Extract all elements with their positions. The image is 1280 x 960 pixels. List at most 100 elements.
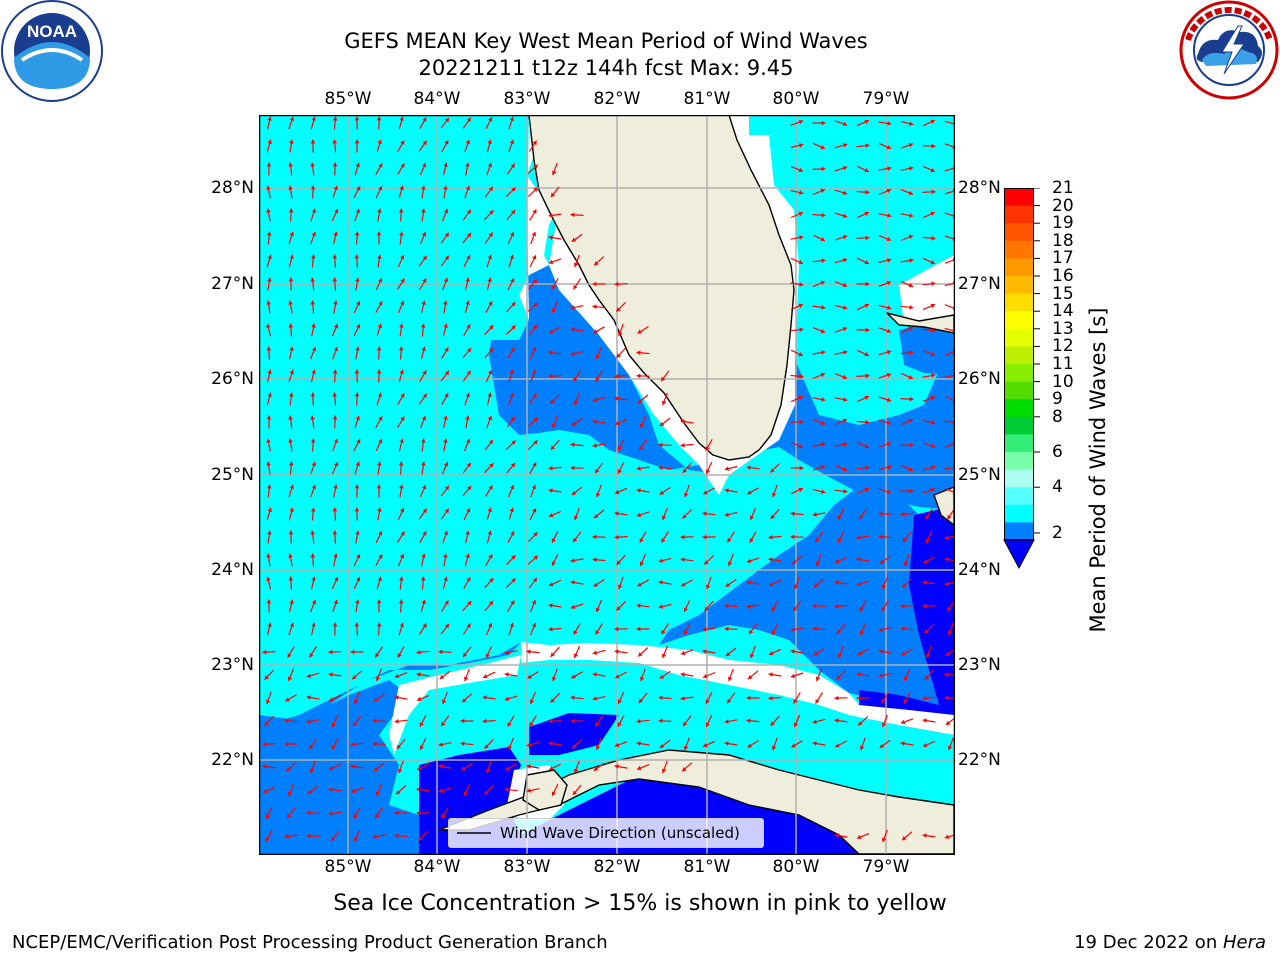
wind-wave-arrowhead <box>614 281 619 287</box>
wind-wave-arrowhead <box>421 485 427 490</box>
wind-wave-arrowhead <box>820 464 826 470</box>
wind-wave-arrowhead <box>661 653 667 658</box>
wind-wave-arrowhead <box>289 254 294 260</box>
wind-wave-arrowhead <box>746 558 752 564</box>
wind-wave-arrowhead <box>378 531 383 536</box>
lat-label: 24°N <box>958 560 1001 580</box>
wind-wave-arrowhead <box>266 300 271 305</box>
wind-wave-arrowhead <box>595 492 601 498</box>
wind-wave-arrowhead <box>378 439 383 444</box>
wind-wave-arrowhead <box>465 438 471 444</box>
wind-wave-arrowhead <box>372 741 377 747</box>
wind-wave-arrowhead <box>925 538 930 543</box>
wind-wave-arrowhead <box>768 672 773 677</box>
wind-wave-arrowhead <box>466 370 471 376</box>
wind-wave-arrowhead <box>727 698 732 704</box>
wind-wave-arrowhead <box>931 189 936 195</box>
wind-wave-arrowhead <box>952 349 954 354</box>
wind-wave-arrowhead <box>944 581 949 586</box>
wind-wave-arrowhead <box>376 369 382 374</box>
wind-wave-arrowhead <box>859 514 864 520</box>
wind-wave-arrowhead <box>705 699 710 704</box>
wind-wave-arrow <box>944 120 954 125</box>
wind-wave-arrowhead <box>682 767 687 772</box>
wind-wave-arrowhead <box>289 392 294 397</box>
wind-wave-arrowhead <box>548 603 553 608</box>
wind-wave-arrowhead <box>909 442 914 448</box>
wind-wave-arrowhead <box>487 530 492 536</box>
wind-wave-arrowhead <box>799 143 804 148</box>
wind-wave-arrowhead <box>865 189 870 195</box>
wind-wave-arrowhead <box>886 441 892 447</box>
wind-wave-arrowhead <box>727 676 733 682</box>
wind-wave-arrowhead <box>332 530 338 535</box>
colorbar-tick-label: 18 <box>1052 230 1074 251</box>
wind-wave-arrowhead <box>746 604 751 609</box>
lat-label: 23°N <box>958 655 1001 675</box>
wind-wave-arrowhead <box>356 186 361 191</box>
wind-wave-arrow <box>944 487 954 493</box>
wind-wave-arrowhead <box>550 399 555 404</box>
wind-wave-arrowhead <box>790 673 796 678</box>
wind-wave-arrowhead <box>422 393 427 399</box>
date-label: 19 Dec 2022 on <box>1074 932 1223 953</box>
wind-wave-arrowhead <box>531 484 537 490</box>
wind-wave-arrowhead <box>350 742 355 747</box>
wind-wave-arrowhead <box>548 235 553 240</box>
wind-wave-arrow <box>944 304 954 309</box>
wind-wave-arrowhead <box>842 190 848 195</box>
lon-label: 79°W <box>862 857 910 877</box>
wind-wave-arrowhead <box>531 622 537 628</box>
wind-wave-arrowhead <box>864 303 869 308</box>
wind-wave-arrowhead <box>504 787 509 792</box>
colorbar-tick-label: 8 <box>1052 406 1063 427</box>
wind-wave-arrowhead <box>724 719 729 724</box>
lat-label: 25°N <box>958 465 1001 485</box>
wind-wave-arrowhead <box>399 484 404 489</box>
wind-wave-arrowhead <box>443 162 448 167</box>
wind-wave-arrowhead <box>749 629 754 635</box>
wind-wave-arrowhead <box>533 532 538 537</box>
wind-wave-arrowhead <box>532 508 537 513</box>
wind-wave-arrowhead <box>843 305 848 310</box>
wind-wave-arrowhead <box>309 653 314 658</box>
colorbar-segment <box>1004 504 1034 523</box>
wind-wave-arrowhead <box>747 490 752 495</box>
wind-wave-arrowhead <box>842 121 848 127</box>
wind-wave-arrowhead <box>798 352 803 357</box>
wind-wave-arrowhead <box>886 188 891 194</box>
wind-wave-arrowhead <box>548 213 553 218</box>
wind-wave-arrowhead <box>922 603 927 609</box>
wind-wave-arrowhead <box>288 576 294 581</box>
wind-wave-arrowhead <box>881 698 886 704</box>
wind-wave-arrowhead <box>485 653 490 658</box>
wind-wave-arrowhead <box>532 324 537 330</box>
wind-wave-arrowhead <box>289 231 294 237</box>
wind-wave-arrowhead <box>549 512 554 518</box>
wind-wave-arrowhead <box>724 466 729 471</box>
colorbar-tick-label: 21 <box>1052 178 1074 198</box>
wind-wave-arrowhead <box>842 466 847 472</box>
wind-wave-arrowhead <box>375 652 380 658</box>
wind-wave-arrowhead <box>944 557 949 562</box>
wind-wave-arrowhead <box>820 188 825 193</box>
wind-wave-arrowhead <box>378 554 383 559</box>
wind-wave-arrowhead <box>460 718 465 724</box>
wind-wave-arrowhead <box>310 553 316 558</box>
wind-wave-arrowhead <box>573 630 578 635</box>
wind-wave-arrowhead <box>461 766 466 771</box>
wind-wave-arrowhead <box>489 210 494 215</box>
wind-wave-arrowhead <box>617 584 623 590</box>
wind-wave-arrowhead <box>355 346 360 351</box>
wind-wave-arrowhead <box>310 185 316 190</box>
lon-label: 85°W <box>324 857 372 877</box>
wind-wave-arrowhead <box>771 745 777 751</box>
wind-wave-arrowhead <box>441 814 446 819</box>
wind-wave-arrowhead <box>377 461 382 466</box>
wind-wave-arrowhead <box>724 512 729 517</box>
wind-wave-arrowhead <box>487 162 493 168</box>
wind-wave-arrowhead <box>952 145 954 150</box>
wind-wave-arrowhead <box>661 629 666 635</box>
wind-wave-arrowhead <box>573 515 579 521</box>
wind-wave-arrowhead <box>373 697 379 702</box>
